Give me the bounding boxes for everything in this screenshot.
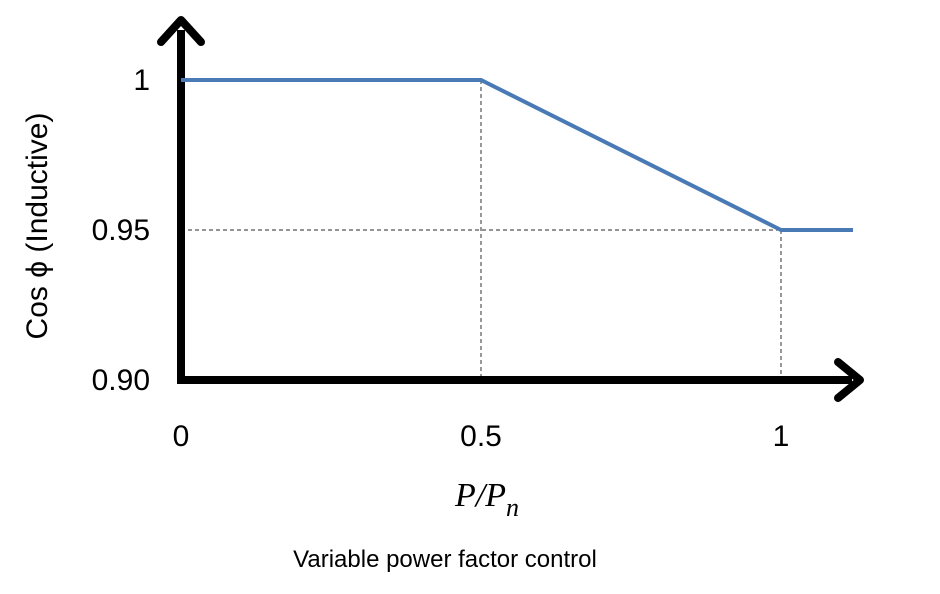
x-tick-label: 1 xyxy=(773,420,790,453)
series-layer xyxy=(181,78,853,232)
x-tick-labels: 0 0.5 1 xyxy=(173,420,790,453)
y-tick-label: 0.95 xyxy=(92,214,150,247)
x-axis-label-subscript: n xyxy=(506,493,519,522)
y-tick-labels: 1 0.95 0.90 xyxy=(92,64,150,397)
y-tick-label: 1 xyxy=(133,64,150,97)
reference-lines xyxy=(181,79,782,380)
x-axis-arrowhead xyxy=(834,358,864,402)
x-tick-label: 0.5 xyxy=(460,420,502,453)
y-axis-label: Cos ϕ (Inductive) xyxy=(21,113,54,340)
series-line-0 xyxy=(181,78,853,232)
axes xyxy=(157,16,864,402)
x-tick-label: 0 xyxy=(173,420,190,453)
y-tick-label: 0.90 xyxy=(92,364,150,397)
figure-caption: Variable power factor control xyxy=(293,546,597,573)
x-axis-label-main: P/P xyxy=(454,477,506,514)
x-axis-label: P/Pn xyxy=(454,477,519,522)
y-axis-arrowhead xyxy=(157,16,205,46)
